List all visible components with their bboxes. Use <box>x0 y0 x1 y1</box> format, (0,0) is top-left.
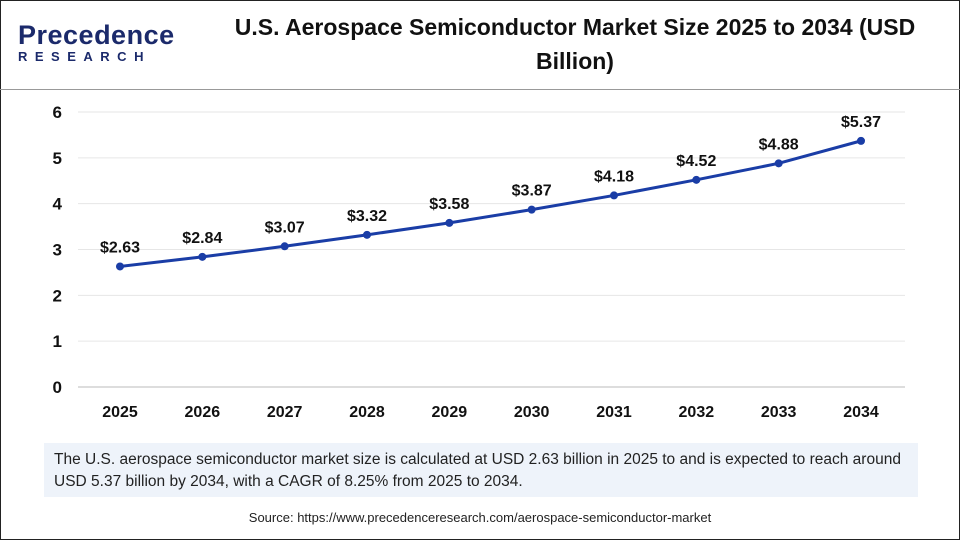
logo: Precedence RESEARCH <box>18 20 175 65</box>
data-label: $2.63 <box>100 239 140 256</box>
x-tick-label: 2034 <box>843 404 879 421</box>
data-label: $3.58 <box>429 196 469 213</box>
x-tick-label: 2026 <box>185 404 221 421</box>
data-point <box>610 191 618 200</box>
data-label: $3.32 <box>347 208 387 225</box>
x-tick-label: 2025 <box>102 404 138 421</box>
x-tick-label: 2029 <box>432 404 468 421</box>
data-point <box>774 159 783 168</box>
logo-subtitle: RESEARCH <box>18 49 151 64</box>
data-point <box>857 136 865 145</box>
x-tick-label: 2033 <box>761 404 797 421</box>
y-tick-label: 0 <box>53 378 62 397</box>
series-line <box>119 139 862 268</box>
source-text: Source: https://www.precedenceresearch.c… <box>248 510 712 525</box>
x-tick-label: 2030 <box>514 404 550 421</box>
data-label: $4.88 <box>759 136 799 153</box>
data-label: $3.07 <box>265 219 305 236</box>
y-tick-label: 1 <box>53 332 62 351</box>
x-tick-label: 2027 <box>267 404 303 421</box>
y-tick-label: 6 <box>53 103 62 122</box>
data-label: $4.52 <box>676 153 716 170</box>
data-label: $4.18 <box>594 168 634 185</box>
data-point <box>116 262 124 271</box>
chart-title: U.S. Aerospace Semiconductor Market Size… <box>234 14 916 74</box>
data-point <box>198 252 207 261</box>
data-label: $2.84 <box>182 230 222 247</box>
header-divider <box>0 89 960 90</box>
data-point <box>280 242 289 251</box>
logo-wordmark: Precedence <box>18 20 175 50</box>
x-tick-label: 2028 <box>349 404 385 421</box>
y-tick-label: 4 <box>53 195 63 214</box>
data-point <box>692 175 701 184</box>
y-tick-label: 3 <box>53 241 62 260</box>
data-label: $5.37 <box>841 114 881 131</box>
data-point <box>527 205 536 214</box>
description: The U.S. aerospace semiconductor market … <box>44 443 918 497</box>
data-point <box>445 218 454 227</box>
x-tick-label: 2031 <box>596 404 632 421</box>
x-tick-label: 2032 <box>679 404 715 421</box>
y-tick-label: 2 <box>53 286 62 305</box>
y-tick-label: 5 <box>53 149 62 168</box>
data-point <box>363 230 371 239</box>
data-label: $3.87 <box>512 183 552 200</box>
